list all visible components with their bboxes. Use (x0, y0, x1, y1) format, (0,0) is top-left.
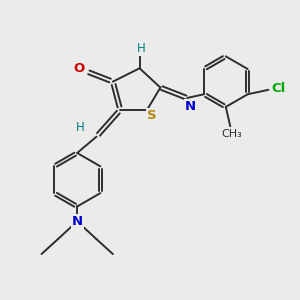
Text: O: O (73, 62, 84, 75)
Text: H: H (137, 42, 146, 56)
Text: N: N (72, 215, 83, 228)
Text: S: S (147, 109, 156, 122)
Text: N: N (184, 100, 196, 113)
Text: Cl: Cl (272, 82, 286, 95)
Text: H: H (76, 121, 85, 134)
Text: CH₃: CH₃ (221, 129, 242, 139)
